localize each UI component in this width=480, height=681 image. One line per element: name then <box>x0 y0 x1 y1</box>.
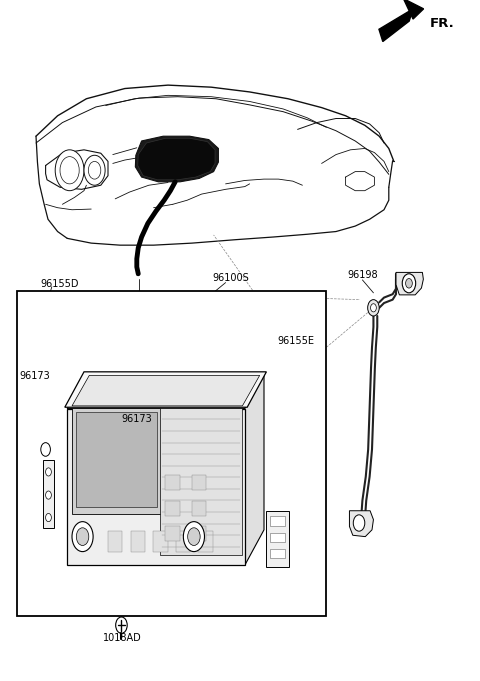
Circle shape <box>46 468 51 476</box>
Bar <box>67 409 245 565</box>
Bar <box>17 291 326 616</box>
Circle shape <box>371 304 376 312</box>
Bar <box>43 460 54 528</box>
Bar <box>192 501 206 516</box>
Circle shape <box>72 522 93 552</box>
Polygon shape <box>65 372 266 407</box>
Text: 1018AD: 1018AD <box>103 633 142 643</box>
Bar <box>266 511 289 567</box>
Circle shape <box>55 150 84 191</box>
Circle shape <box>76 528 89 545</box>
Bar <box>72 408 161 514</box>
Bar <box>160 408 242 555</box>
Text: 96140W: 96140W <box>126 394 167 403</box>
Circle shape <box>183 522 204 552</box>
Text: 96155D: 96155D <box>41 279 79 289</box>
Bar <box>131 531 145 552</box>
Polygon shape <box>379 9 413 42</box>
Bar <box>165 501 180 516</box>
Bar <box>192 526 206 541</box>
Bar <box>198 531 213 552</box>
Bar <box>76 412 157 507</box>
Polygon shape <box>245 373 264 565</box>
Bar <box>192 475 206 490</box>
Bar <box>176 531 190 552</box>
Circle shape <box>353 515 365 531</box>
Circle shape <box>188 528 200 545</box>
Circle shape <box>406 279 412 288</box>
Text: 96198: 96198 <box>347 270 378 280</box>
Text: 96100S: 96100S <box>212 273 249 283</box>
Polygon shape <box>67 373 264 409</box>
Circle shape <box>60 157 79 184</box>
Circle shape <box>88 161 101 179</box>
Bar <box>270 516 285 526</box>
Bar <box>108 531 122 552</box>
Circle shape <box>46 491 51 499</box>
Polygon shape <box>349 511 373 537</box>
Polygon shape <box>135 136 218 182</box>
Bar <box>270 549 285 558</box>
Circle shape <box>402 274 416 293</box>
Polygon shape <box>396 272 423 295</box>
Polygon shape <box>138 138 215 180</box>
Text: FR.: FR. <box>430 17 455 31</box>
Text: 96173: 96173 <box>19 371 50 381</box>
Circle shape <box>46 513 51 522</box>
Polygon shape <box>403 0 423 19</box>
Circle shape <box>84 155 105 185</box>
Text: 96155E: 96155E <box>277 336 314 346</box>
Polygon shape <box>72 375 260 406</box>
Circle shape <box>368 300 379 316</box>
Bar <box>165 526 180 541</box>
Bar <box>270 533 285 542</box>
Bar <box>153 531 168 552</box>
Text: 96173: 96173 <box>121 414 152 424</box>
Circle shape <box>41 443 50 456</box>
Circle shape <box>116 617 127 633</box>
Bar <box>165 475 180 490</box>
